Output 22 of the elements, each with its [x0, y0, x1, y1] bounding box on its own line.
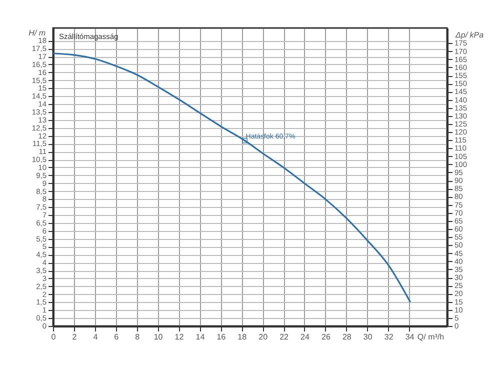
y2-axis-title: Δp/ kPa [454, 30, 484, 40]
x-tick-label: 32 [384, 332, 394, 342]
x-tick-label: 18 [238, 332, 248, 342]
x-tick-label: 34 [405, 332, 415, 342]
x-tick-label: 22 [280, 332, 290, 342]
x-tick-label: 26 [321, 332, 331, 342]
line-series [53, 52, 412, 304]
x-tick-label: 0 [51, 332, 56, 342]
x-tick-label: 12 [174, 332, 184, 342]
y-axis-title: H/ m [28, 28, 46, 38]
x-tick-label: 24 [300, 332, 310, 342]
x-tick-label: 14 [196, 332, 206, 342]
x-axis-title: Q/ m³/h [417, 332, 444, 342]
x-tick-label: 30 [363, 332, 373, 342]
x-tick-label: 10 [154, 332, 164, 342]
x-tick-label: 2 [72, 332, 78, 342]
x-tick-label: 8 [135, 332, 140, 342]
x-tick-label: 6 [114, 332, 120, 342]
x-tick-label: 20 [258, 332, 268, 342]
x-tick-label: 16 [216, 332, 226, 342]
x-tick-label: 28 [342, 332, 352, 342]
x-tick-label: 4 [93, 332, 98, 342]
